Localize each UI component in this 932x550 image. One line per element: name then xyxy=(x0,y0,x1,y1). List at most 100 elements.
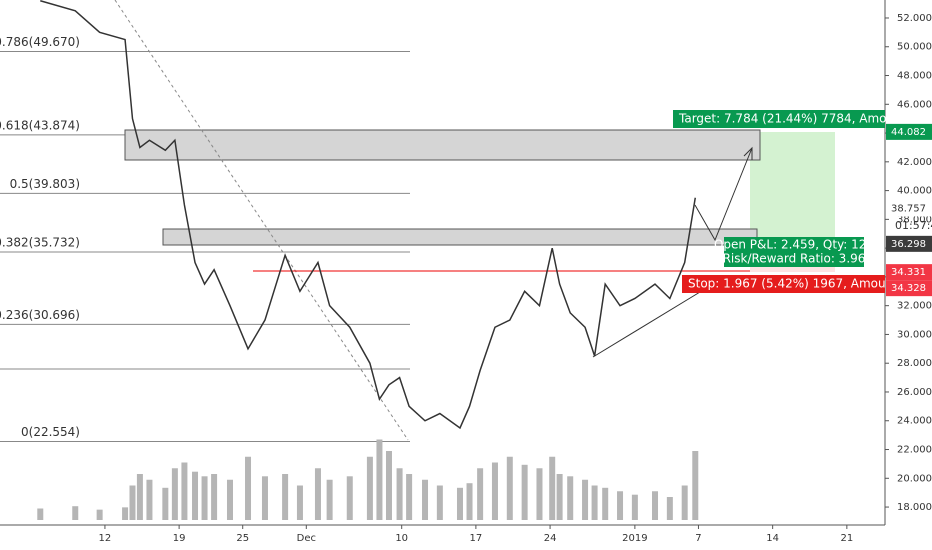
y-tick-label: 32.000 xyxy=(897,301,932,312)
volume-bar xyxy=(346,476,353,520)
volume-bar xyxy=(506,456,513,520)
x-tick-label: 2019 xyxy=(622,533,647,544)
price-tag xyxy=(886,280,932,297)
price-tag xyxy=(886,235,932,252)
fib-label: 0.236(30.696) xyxy=(0,308,80,322)
rr-label: Risk/Reward Ratio: 3.96 xyxy=(723,252,866,266)
y-tick-label: 18.000 xyxy=(897,502,932,513)
arrow-head xyxy=(743,146,753,160)
volume-bar xyxy=(314,468,321,520)
volume-bar xyxy=(631,494,638,520)
volume-bar xyxy=(456,487,463,520)
x-tick-label: 17 xyxy=(470,533,483,544)
volume-bar xyxy=(602,487,609,520)
x-tick-label: 12 xyxy=(99,533,112,544)
volume-bar xyxy=(201,476,208,520)
countdown: 01:57:43 xyxy=(895,219,932,232)
x-tick-label: 19 xyxy=(173,533,186,544)
x-tick-label: 10 xyxy=(395,533,408,544)
volume-bar xyxy=(491,462,498,520)
volume-bar xyxy=(477,468,484,520)
volume-bar xyxy=(617,491,624,520)
volume-bar xyxy=(436,485,443,520)
volume-bar xyxy=(521,464,528,520)
target-label: Target: 7.784 (21.44%) 7784, Amount: 198 xyxy=(678,112,932,126)
projection-arrow xyxy=(694,147,753,242)
y-tick-label: 40.000 xyxy=(897,186,932,197)
volume-bar xyxy=(666,497,673,520)
x-tick-label: Dec xyxy=(297,533,316,544)
volume-bar xyxy=(422,479,429,520)
volume-bar xyxy=(226,479,233,520)
fib-label: 0.786(49.670) xyxy=(0,35,80,49)
volume-bar xyxy=(296,485,303,520)
price-line xyxy=(40,0,697,430)
price-tag xyxy=(886,200,932,217)
x-tick-label: 7 xyxy=(695,533,701,544)
profit-zone xyxy=(750,132,835,243)
price-tag xyxy=(886,264,932,281)
volume-bar xyxy=(181,462,188,520)
volume-bar xyxy=(122,507,129,520)
fib-label: 0.382(35.732) xyxy=(0,235,80,249)
fib-label: 0.618(43.874) xyxy=(0,118,80,132)
volume-bar xyxy=(129,485,136,520)
y-tick-label: 46.000 xyxy=(897,99,932,110)
y-tick-label: 26.000 xyxy=(897,387,932,398)
y-tick-label: 28.000 xyxy=(897,358,932,369)
volume-bar xyxy=(162,487,169,520)
support-zone xyxy=(162,228,758,246)
x-tick-label: 21 xyxy=(840,533,853,544)
volume-bar xyxy=(282,474,289,520)
x-tick-label: 14 xyxy=(766,533,779,544)
volume-bar xyxy=(652,491,659,520)
volume-bar xyxy=(549,456,556,520)
volume-bar xyxy=(211,474,218,520)
volume-bar xyxy=(96,509,103,520)
volume-bar xyxy=(376,439,383,520)
pnl-box xyxy=(724,237,864,267)
resistance-zone xyxy=(124,129,761,161)
price-tag-label: 38.757 xyxy=(891,203,926,214)
y-tick-label: 52.000 xyxy=(897,13,932,24)
y-tick-label: 50.000 xyxy=(897,42,932,53)
volume-bar xyxy=(37,508,44,520)
price-tag-label: 34.328 xyxy=(891,283,926,294)
price-tag-label: 44.082 xyxy=(891,127,926,138)
pnl-label: Open P&L: 2.459, Qty: 127 xyxy=(714,238,874,252)
volume-bar xyxy=(567,476,574,520)
volume-bar xyxy=(536,468,543,520)
volume-bar xyxy=(146,479,153,520)
trend-line xyxy=(592,291,701,358)
volume-bar xyxy=(245,456,252,520)
price-tag-label: 36.298 xyxy=(891,239,926,250)
stop-box xyxy=(682,275,885,293)
fib-label: 0(22.554) xyxy=(21,425,80,439)
x-tick-label: 24 xyxy=(544,533,557,544)
y-tick-label: 42.000 xyxy=(897,157,932,168)
y-tick-label: 24.000 xyxy=(897,416,932,427)
fib-label: 0.5(39.803) xyxy=(10,177,80,191)
volume-bar xyxy=(466,483,473,520)
y-tick-label: 48.000 xyxy=(897,71,932,82)
price-tag-label: 34.331 xyxy=(891,267,926,278)
volume-bar xyxy=(171,468,178,520)
volume-bar xyxy=(326,479,333,520)
volume-bar xyxy=(681,485,688,520)
volume-bar xyxy=(385,451,392,520)
x-tick-label: 25 xyxy=(236,533,249,544)
y-tick-label: 22.000 xyxy=(897,445,932,456)
fib-trend-line xyxy=(114,0,409,441)
volume-bar xyxy=(366,456,373,520)
y-tick-label: 30.000 xyxy=(897,329,932,340)
price-tag xyxy=(886,123,932,140)
volume-bar xyxy=(582,479,589,520)
stop-label: Stop: 1.967 (5.42%) 1967, Amount: 750. xyxy=(688,277,932,291)
volume-bar xyxy=(406,474,413,520)
volume-bar xyxy=(396,468,403,520)
y-tick-label: 38.000 xyxy=(897,214,932,225)
y-tick-label: 20.000 xyxy=(897,473,932,484)
volume-bar xyxy=(692,451,699,520)
volume-bar xyxy=(136,474,143,520)
